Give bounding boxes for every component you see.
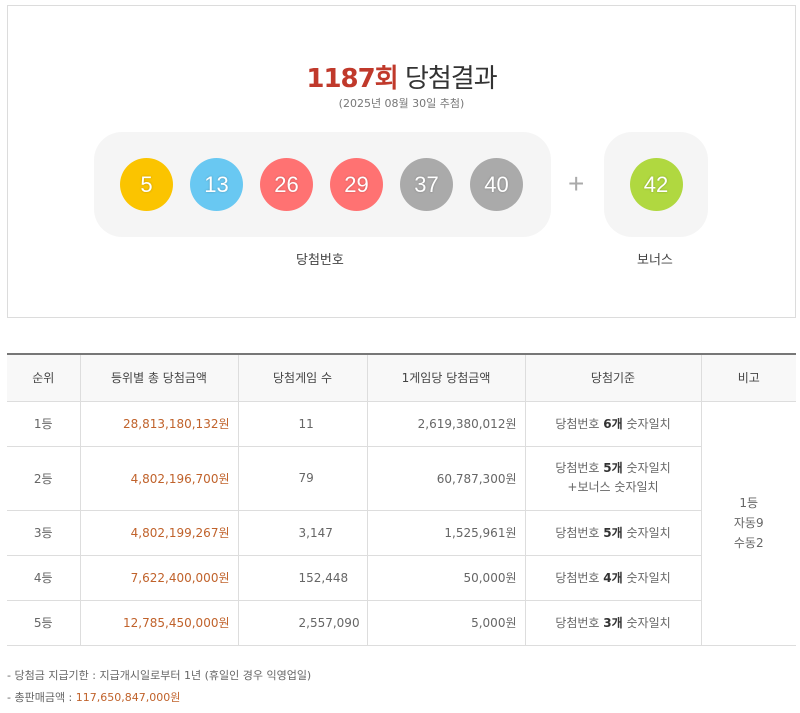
criteria-cell: 당첨번호 5개 숫자일치 <box>524 510 701 556</box>
rank-cell: 5등 <box>7 600 80 646</box>
prize-per-game-cell: 50,000원 <box>366 555 525 601</box>
page-title: 1187회 당첨결과 <box>8 58 795 95</box>
table-row: 4등 7,622,400,000원 152,448 50,000원 당첨번호 4… <box>7 555 796 601</box>
col-header-criteria: 당첨기준 <box>524 353 701 402</box>
criteria-cell: 당첨번호 4개 숫자일치 <box>524 555 701 601</box>
round-number: 1187회 <box>306 64 398 94</box>
prize-per-game-cell: 1,525,961원 <box>366 510 525 556</box>
winning-ball: 37 <box>400 158 453 211</box>
draw-date: (2025년 08월 30일 추첨) <box>338 97 465 110</box>
winner-count-cell: 3,147 <box>237 510 367 556</box>
table-row: 5등 12,785,450,000원 2,557,090 5,000원 당첨번호… <box>7 600 796 646</box>
plus-icon: + <box>568 168 585 199</box>
col-header-rank: 순위 <box>7 353 80 402</box>
prize-per-game-cell: 2,619,380,012원 <box>366 401 525 447</box>
criteria-cell: 당첨번호 5개 숫자일치 +보너스 숫자일치 <box>524 446 701 511</box>
col-header-total-prize: 등위별 총 당첨금액 <box>79 353 238 402</box>
prize-table: 순위 등위별 총 당첨금액 당첨게임 수 1게임당 당첨금액 당첨기준 비고 1… <box>7 353 796 646</box>
winning-numbers-panel: 5 13 26 29 37 40 <box>94 132 551 237</box>
winner-count-cell: 2,557,090 <box>237 600 367 646</box>
table-row: 1등 28,813,180,132원 11 2,619,380,012원 당첨번… <box>7 401 796 646</box>
table-header-row: 순위 등위별 총 당첨금액 당첨게임 수 1게임당 당첨금액 당첨기준 비고 <box>7 353 796 402</box>
winning-ball: 5 <box>120 158 173 211</box>
criteria-cell: 당첨번호 6개 숫자일치 <box>524 401 701 447</box>
bonus-ball: 42 <box>629 158 683 211</box>
prize-per-game-cell: 5,000원 <box>366 600 525 646</box>
bonus-label: 보너스 <box>637 253 673 268</box>
table-row: 2등 4,802,196,700원 79 60,787,300원 당첨번호 5개… <box>7 446 796 511</box>
table-row: 3등 4,802,199,267원 3,147 1,525,961원 당첨번호 … <box>7 510 796 556</box>
rank-cell: 2등 <box>7 446 80 511</box>
winning-ball: 26 <box>260 158 313 211</box>
payment-deadline-note: - 당첨금 지급기한 : 지급개시일로부터 1년 (휴일인 경우 익영업일) <box>7 669 312 682</box>
winner-count-cell: 152,448 <box>237 555 367 601</box>
winning-ball: 40 <box>470 158 523 211</box>
total-prize-cell: 4,802,199,267원 <box>79 510 238 556</box>
winning-ball: 29 <box>330 158 383 211</box>
title-suffix: 당첨결과 <box>404 64 498 94</box>
total-prize-cell: 4,802,196,700원 <box>79 446 238 511</box>
footnotes: - 당첨금 지급기한 : 지급개시일로부터 1년 (휴일인 경우 익영업일) -… <box>7 665 311 709</box>
total-prize-cell: 7,622,400,000원 <box>79 555 238 601</box>
total-prize-cell: 28,813,180,132원 <box>79 401 238 447</box>
rank-cell: 1등 <box>7 401 80 447</box>
winning-numbers-label: 당첨번호 <box>296 253 344 268</box>
total-sales-note: - 총판매금액 : 117,650,847,000원 <box>7 691 181 704</box>
rank-cell: 3등 <box>7 510 80 556</box>
col-header-note: 비고 <box>700 353 796 402</box>
note-cell: 1등 자동9 수동2 <box>700 401 796 646</box>
winner-count-cell: 79 <box>237 446 367 511</box>
criteria-cell: 당첨번호 3개 숫자일치 <box>524 600 701 646</box>
winner-count-cell: 11 <box>237 401 367 447</box>
winning-ball: 13 <box>190 158 243 211</box>
total-prize-cell: 12,785,450,000원 <box>79 600 238 646</box>
prize-per-game-cell: 60,787,300원 <box>366 446 525 511</box>
draw-result-panel: 1187회 당첨결과 (2025년 08월 30일 추첨) 5 13 26 29… <box>7 5 796 318</box>
col-header-winner-count: 당첨게임 수 <box>237 353 367 402</box>
bonus-number-panel: 42 <box>604 132 708 237</box>
rank-cell: 4등 <box>7 555 80 601</box>
col-header-prize-per-game: 1게임당 당첨금액 <box>366 353 525 402</box>
